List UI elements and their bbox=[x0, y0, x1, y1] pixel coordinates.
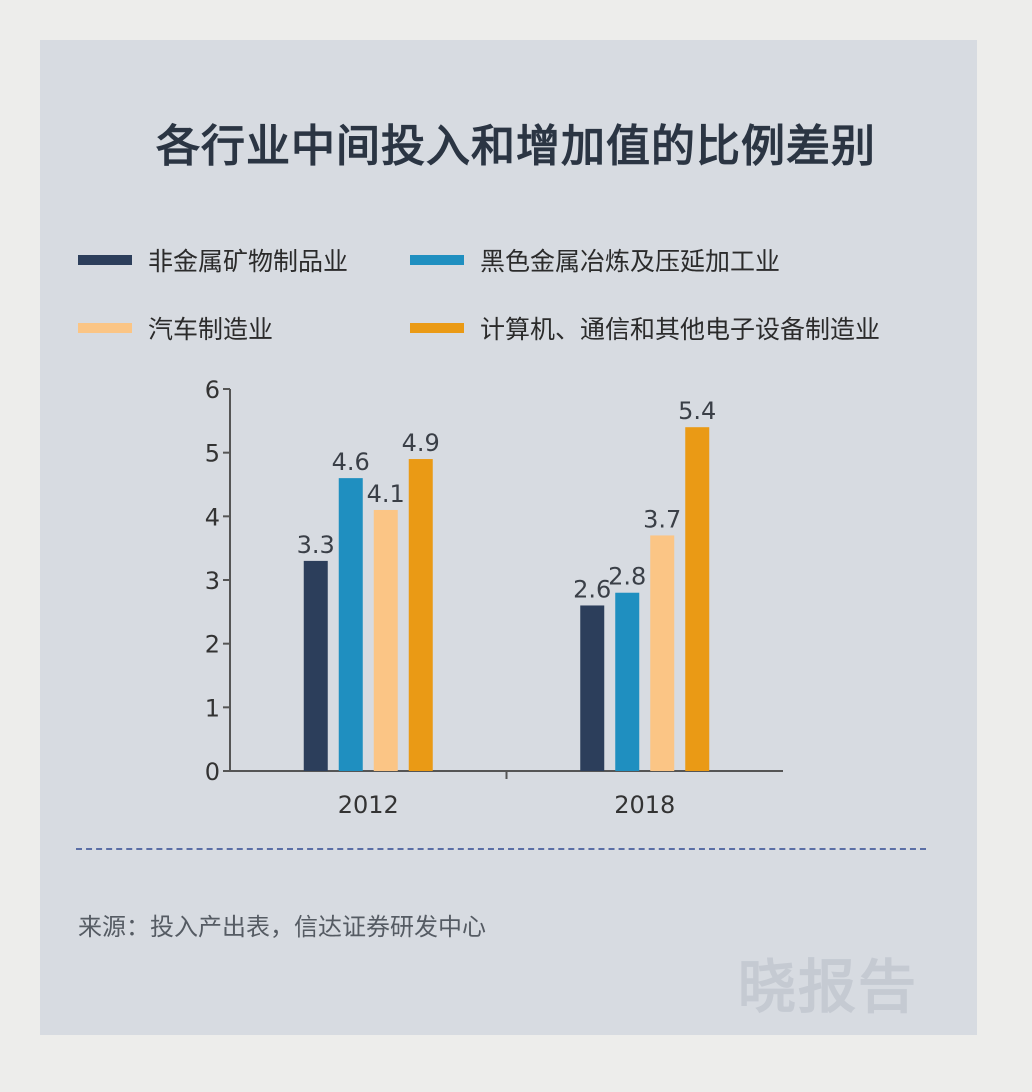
x-tick-label: 2018 bbox=[614, 791, 675, 819]
source-note: 来源：投入产出表，信达证券研发中心 bbox=[78, 913, 486, 941]
bar bbox=[580, 605, 605, 771]
bar bbox=[408, 459, 433, 771]
dashed-divider bbox=[76, 848, 926, 850]
data-label: 5.4 bbox=[678, 397, 716, 425]
y-tick-label: 3 bbox=[205, 567, 220, 595]
bar bbox=[338, 478, 363, 771]
legend-item-auto: 汽车制造业 bbox=[78, 310, 273, 346]
bar bbox=[615, 592, 640, 771]
data-label: 2.8 bbox=[608, 563, 646, 591]
legend-label: 汽车制造业 bbox=[148, 315, 274, 344]
bar bbox=[685, 427, 710, 771]
data-label: 4.6 bbox=[332, 448, 370, 476]
y-tick-label: 1 bbox=[205, 694, 220, 722]
data-label: 3.7 bbox=[643, 505, 681, 533]
data-label: 3.3 bbox=[297, 531, 335, 559]
bar bbox=[303, 560, 328, 771]
chart-card bbox=[40, 40, 977, 1035]
legend-swatch bbox=[410, 255, 464, 265]
legend-label: 黑色金属冶炼及压延加工业 bbox=[480, 247, 781, 276]
legend-swatch bbox=[410, 323, 464, 333]
watermark-logo: 晓报告 bbox=[738, 953, 919, 1021]
data-label: 4.1 bbox=[367, 480, 405, 508]
legend-swatch bbox=[78, 323, 132, 333]
y-tick-label: 4 bbox=[205, 503, 220, 531]
bar bbox=[373, 509, 398, 771]
legend-label: 计算机、通信和其他电子设备制造业 bbox=[480, 315, 881, 344]
x-tick-label: 2012 bbox=[338, 791, 399, 819]
legend-item-electronics: 计算机、通信和其他电子设备制造业 bbox=[410, 310, 880, 346]
chart-legend: 非金属矿物制品业 黑色金属冶炼及压延加工业 汽车制造业 计算机、通信和其他电子设… bbox=[78, 242, 978, 352]
y-tick-label: 0 bbox=[205, 758, 220, 786]
data-label: 4.9 bbox=[402, 429, 440, 457]
legend-item-ferrous: 黑色金属冶炼及压延加工业 bbox=[410, 242, 780, 278]
bar bbox=[650, 535, 675, 771]
y-tick-label: 5 bbox=[205, 440, 220, 468]
chart-title: 各行业中间投入和增加值的比例差别 bbox=[156, 121, 876, 172]
legend-label: 非金属矿物制品业 bbox=[148, 247, 349, 276]
data-label: 2.6 bbox=[573, 575, 611, 603]
legend-item-nonmetal: 非金属矿物制品业 bbox=[78, 242, 348, 278]
y-tick-label: 6 bbox=[205, 376, 220, 404]
legend-swatch bbox=[78, 255, 132, 265]
y-tick-label: 2 bbox=[205, 631, 220, 659]
